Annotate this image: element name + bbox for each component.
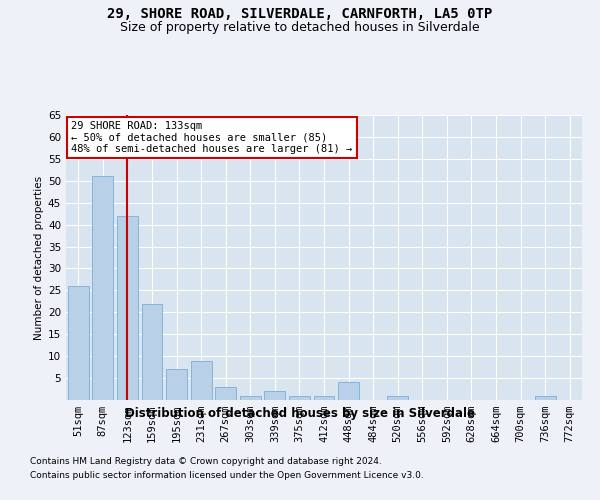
Bar: [535, 396, 556, 400]
Bar: [314, 396, 334, 400]
Text: Size of property relative to detached houses in Silverdale: Size of property relative to detached ho…: [120, 21, 480, 34]
Text: Contains HM Land Registry data © Crown copyright and database right 2024.: Contains HM Land Registry data © Crown c…: [30, 458, 382, 466]
Bar: [338, 382, 359, 400]
Bar: [191, 360, 212, 400]
Bar: [215, 387, 236, 400]
Bar: [240, 396, 261, 400]
Bar: [387, 396, 408, 400]
Bar: [265, 391, 286, 400]
Text: Contains public sector information licensed under the Open Government Licence v3: Contains public sector information licen…: [30, 471, 424, 480]
Bar: [289, 396, 310, 400]
Bar: [68, 286, 89, 400]
Bar: [166, 370, 187, 400]
Bar: [92, 176, 113, 400]
Text: 29, SHORE ROAD, SILVERDALE, CARNFORTH, LA5 0TP: 29, SHORE ROAD, SILVERDALE, CARNFORTH, L…: [107, 8, 493, 22]
Y-axis label: Number of detached properties: Number of detached properties: [34, 176, 44, 340]
Text: 29 SHORE ROAD: 133sqm
← 50% of detached houses are smaller (85)
48% of semi-deta: 29 SHORE ROAD: 133sqm ← 50% of detached …: [71, 120, 352, 154]
Bar: [142, 304, 163, 400]
Text: Distribution of detached houses by size in Silverdale: Distribution of detached houses by size …: [125, 408, 475, 420]
Bar: [117, 216, 138, 400]
